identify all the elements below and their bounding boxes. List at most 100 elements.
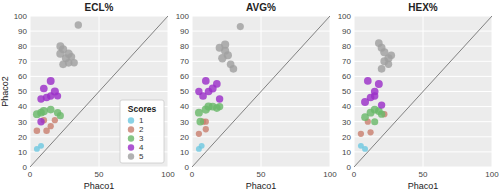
legend: Scores12345 bbox=[120, 100, 164, 163]
y-tick-label: 10 bbox=[180, 148, 189, 157]
panel: 0501000102030405060708090100HEX%Phaco1 bbox=[338, 2, 500, 191]
point bbox=[37, 118, 44, 125]
y-tick-label: 90 bbox=[342, 27, 351, 36]
point bbox=[38, 143, 44, 149]
point bbox=[371, 118, 378, 125]
panel: 0501000102030405060708090100ECL%Phaco1Ph… bbox=[0, 2, 175, 191]
point bbox=[47, 106, 55, 114]
legend-entry: 2 bbox=[139, 125, 144, 134]
point bbox=[37, 95, 44, 102]
grid-line bbox=[30, 76, 168, 77]
chart: 0501000102030405060708090100ECL%Phaco1Ph… bbox=[0, 0, 500, 193]
reference-line bbox=[30, 16, 168, 167]
legend-entry: 3 bbox=[139, 134, 144, 143]
point bbox=[358, 131, 364, 137]
y-tick-label: 100 bbox=[176, 12, 190, 21]
point bbox=[364, 77, 372, 85]
point bbox=[237, 23, 244, 30]
legend-swatch bbox=[128, 117, 134, 123]
grid-line bbox=[30, 167, 168, 168]
x-axis-label: Phaco1 bbox=[246, 181, 277, 191]
point bbox=[371, 92, 378, 99]
marks bbox=[30, 16, 168, 167]
plot-background bbox=[354, 16, 492, 167]
y-axis-label: Phaco2 bbox=[0, 76, 10, 107]
point bbox=[375, 39, 383, 47]
grid-line bbox=[354, 46, 492, 47]
grid-line bbox=[30, 46, 168, 47]
point bbox=[47, 92, 54, 99]
x-tick-label: 100 bbox=[485, 170, 499, 179]
grid-line bbox=[192, 31, 330, 32]
x-tick-label: 100 bbox=[161, 170, 175, 179]
grid-line bbox=[354, 16, 492, 17]
y-tick-label: 10 bbox=[18, 148, 27, 157]
legend-entry: 4 bbox=[139, 143, 144, 152]
point bbox=[59, 60, 67, 68]
point bbox=[47, 77, 55, 85]
point bbox=[37, 109, 45, 117]
point bbox=[387, 51, 395, 59]
plot-background bbox=[30, 16, 168, 167]
x-axis-label: Phaco1 bbox=[84, 181, 115, 191]
y-tick-label: 40 bbox=[342, 102, 351, 111]
legend-swatch bbox=[128, 126, 134, 132]
grid-line bbox=[354, 167, 492, 168]
point bbox=[203, 126, 209, 132]
marks bbox=[192, 16, 330, 167]
legend-swatch bbox=[128, 153, 134, 159]
x-axis-label: Phaco1 bbox=[408, 181, 439, 191]
point bbox=[367, 129, 373, 135]
point bbox=[216, 103, 223, 110]
y-tick-label: 40 bbox=[18, 102, 27, 111]
y-tick-label: 60 bbox=[342, 72, 351, 81]
title: ECL% bbox=[85, 2, 114, 13]
point bbox=[362, 146, 368, 152]
point bbox=[375, 80, 383, 88]
grid-line bbox=[30, 16, 168, 17]
y-tick-label: 30 bbox=[180, 118, 189, 127]
grid-line bbox=[192, 76, 330, 77]
y-tick-label: 90 bbox=[18, 27, 27, 36]
y-tick-label: 30 bbox=[342, 118, 351, 127]
y-tick-label: 60 bbox=[180, 72, 189, 81]
legend-entry: 5 bbox=[139, 152, 144, 161]
point bbox=[195, 109, 203, 117]
point bbox=[196, 131, 202, 137]
grid-line bbox=[192, 46, 330, 47]
point bbox=[199, 143, 205, 149]
y-tick-label: 50 bbox=[18, 87, 27, 96]
y-tick-label: 10 bbox=[342, 148, 351, 157]
point bbox=[52, 117, 58, 123]
y-tick-label: 20 bbox=[180, 133, 189, 142]
grid-line bbox=[354, 151, 492, 152]
x-tick-label: 50 bbox=[419, 170, 428, 179]
legend-box bbox=[120, 100, 164, 163]
y-tick-label: 0 bbox=[185, 163, 190, 172]
x-tick-label: 100 bbox=[323, 170, 337, 179]
grid-line bbox=[354, 61, 492, 62]
y-tick-label: 80 bbox=[180, 42, 189, 51]
y-tick-label: 100 bbox=[338, 12, 352, 21]
title: HEX% bbox=[408, 2, 438, 13]
y-tick-label: 50 bbox=[180, 87, 189, 96]
grid-line bbox=[192, 121, 330, 122]
x-tick-label: 0 bbox=[28, 170, 33, 179]
grid-line bbox=[30, 31, 168, 32]
grid-line bbox=[192, 151, 330, 152]
y-tick-label: 60 bbox=[18, 72, 27, 81]
point bbox=[230, 65, 238, 73]
point bbox=[378, 110, 385, 117]
grid-line bbox=[354, 136, 492, 137]
y-tick-label: 100 bbox=[14, 12, 28, 21]
grid-line bbox=[354, 76, 492, 77]
title: AVG% bbox=[246, 2, 276, 13]
grid-line bbox=[192, 167, 330, 168]
point bbox=[202, 77, 210, 85]
x-tick-label: 50 bbox=[257, 170, 266, 179]
y-tick-label: 40 bbox=[180, 102, 189, 111]
marks bbox=[354, 16, 492, 167]
point bbox=[378, 101, 385, 108]
point bbox=[40, 85, 48, 93]
y-tick-label: 0 bbox=[23, 163, 28, 172]
